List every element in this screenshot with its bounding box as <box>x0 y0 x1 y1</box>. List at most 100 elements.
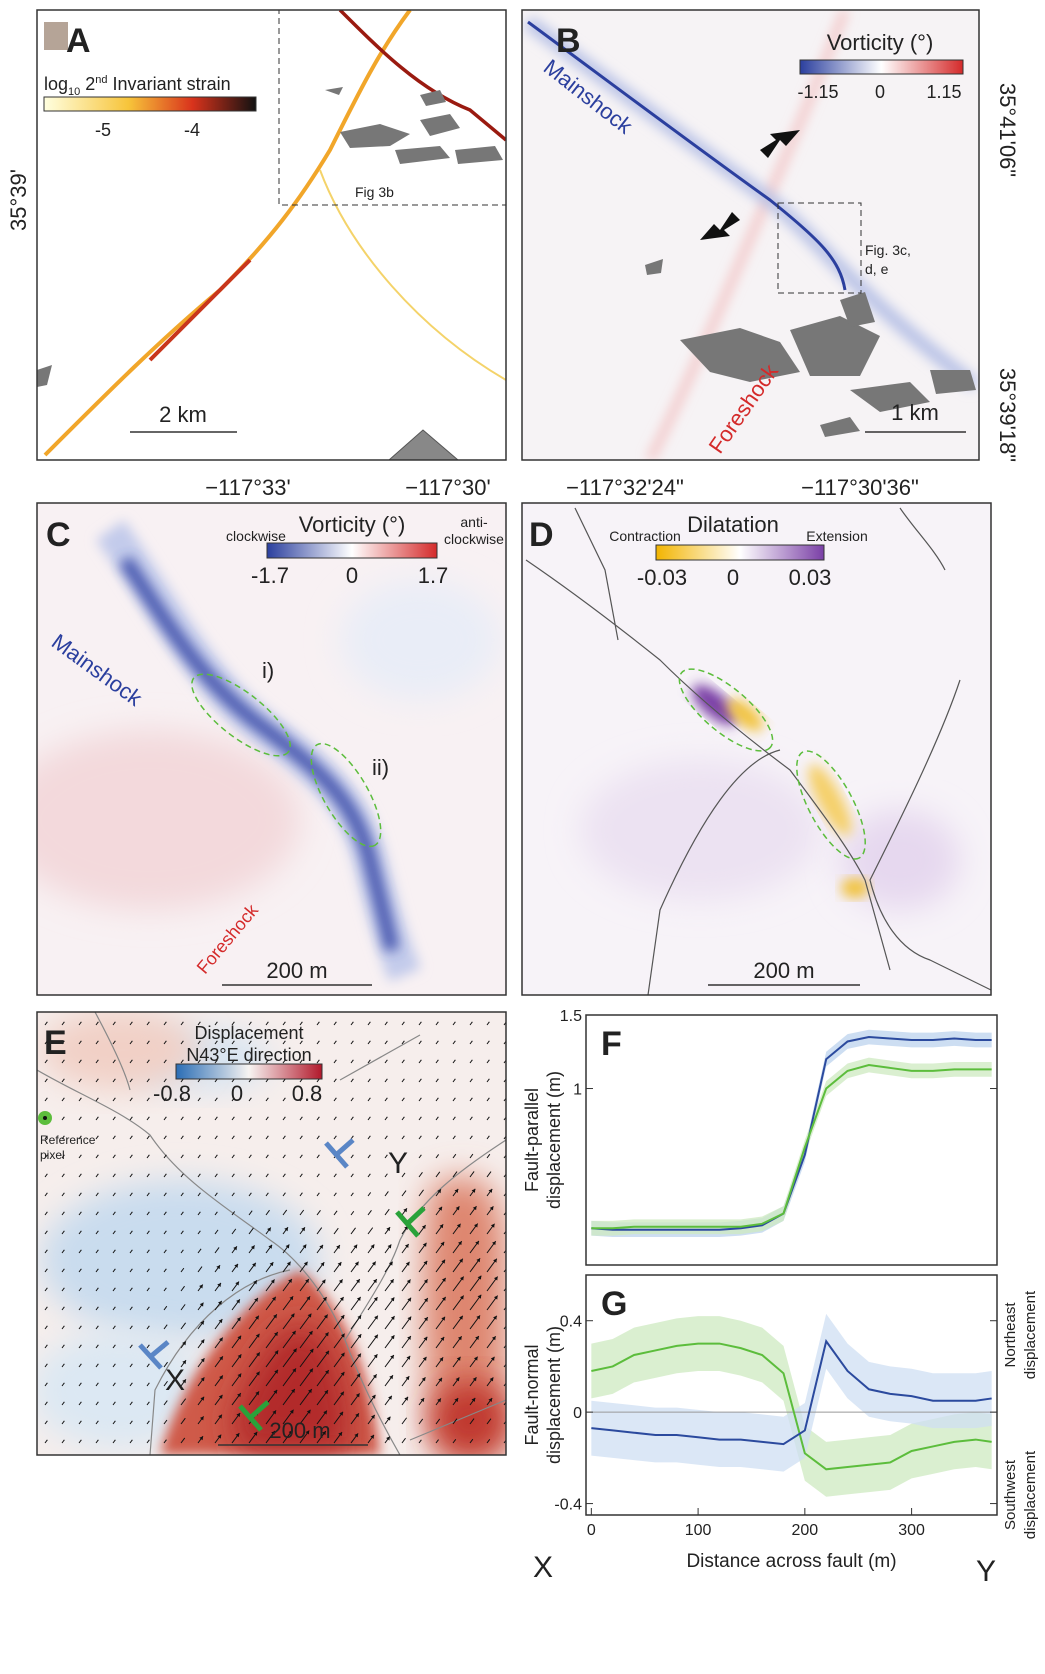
arrow-head <box>374 1334 378 1339</box>
displacement-arrow <box>384 1021 388 1026</box>
arrow-head <box>255 1333 260 1338</box>
profile-line <box>591 1342 992 1471</box>
arrow-head <box>475 1240 479 1245</box>
displacement-arrow <box>401 1437 406 1444</box>
displacement-arrow <box>112 1230 116 1235</box>
displacement-arrow <box>367 1135 371 1140</box>
displacement-arrow <box>469 1097 473 1102</box>
displacement-arrow <box>180 1211 184 1216</box>
displacement-arrow <box>248 1040 252 1045</box>
displacement-arrow <box>503 1230 506 1235</box>
arrow-head <box>305 1279 309 1284</box>
shading <box>37 730 300 910</box>
longitude-label: −117°30'36" <box>801 475 919 500</box>
displacement-arrow <box>146 1287 150 1292</box>
displacement-arrow <box>401 1021 405 1026</box>
displacement-arrow <box>163 1419 168 1425</box>
displacement-arrow <box>112 1154 116 1159</box>
masked-area <box>388 429 459 460</box>
arrow-head <box>319 1244 323 1249</box>
displacement-arrow <box>163 1249 167 1254</box>
displacement-arrow <box>367 1059 371 1064</box>
arrow-head <box>454 1398 459 1403</box>
arrow-head <box>507 1224 511 1228</box>
displacement-arrow <box>435 1135 439 1140</box>
arrow-head <box>488 1398 493 1403</box>
arrow-head <box>218 1394 223 1399</box>
shading <box>340 580 500 700</box>
arrow-head <box>441 1296 446 1301</box>
displacement-arrow <box>197 1266 203 1273</box>
arrow-head <box>457 1336 462 1341</box>
displacement-arrow <box>197 1021 201 1026</box>
zone-ellipse <box>678 668 774 752</box>
arrow-head <box>372 1374 377 1379</box>
displacement-arrow <box>367 1210 372 1216</box>
arrow-head <box>439 1357 444 1362</box>
displacement-arrow <box>61 1363 65 1368</box>
displacement-arrow <box>248 1059 252 1064</box>
displacement-arrow <box>44 1401 48 1406</box>
arrow-head <box>307 1313 312 1318</box>
colorbar-tick-label: 1.15 <box>926 82 961 102</box>
colorbar-tick-label: -0.03 <box>637 565 687 590</box>
arrow-head <box>250 1245 255 1250</box>
displacement-arrow <box>401 1135 405 1140</box>
arrow-head <box>473 1356 478 1361</box>
displacement-arrow <box>418 1040 422 1045</box>
displacement-arrow <box>44 1249 48 1254</box>
displacement-arrow <box>163 1173 167 1178</box>
displacement-arrow <box>61 1078 65 1083</box>
displacement-arrow <box>418 1059 422 1064</box>
arrow-head <box>370 1434 374 1439</box>
colorbar <box>799 59 964 75</box>
displacement-arrow <box>469 1116 473 1121</box>
arrow-head <box>219 1375 223 1380</box>
displacement-arrow <box>503 1211 506 1216</box>
displacement-arrow <box>95 1401 99 1406</box>
displacement-arrow <box>435 1154 440 1159</box>
displacement-arrow <box>435 1059 439 1064</box>
displacement-arrow <box>180 1021 184 1026</box>
displacement-arrow <box>44 1173 48 1178</box>
displacement-arrow <box>163 1268 167 1273</box>
arrow-head <box>476 1315 481 1320</box>
displacement-arrow <box>248 1116 252 1121</box>
colorbar-tick-label: 0 <box>231 1081 243 1106</box>
colorbar-tick-label: -1.15 <box>797 82 838 102</box>
displacement-arrow <box>146 1344 150 1349</box>
arrow-head <box>323 1314 328 1319</box>
displacement-arrow <box>469 1059 473 1064</box>
displacement-arrow <box>282 1021 286 1026</box>
displacement-arrow <box>265 1116 269 1121</box>
panel-letter: F <box>601 1025 622 1063</box>
displacement-arrow <box>231 1097 235 1102</box>
displacement-arrow <box>214 1247 220 1254</box>
displacement-arrow <box>469 1153 474 1159</box>
arrow-head <box>421 1377 426 1382</box>
displacement-arrow <box>78 1382 82 1387</box>
arrow-head <box>253 1431 258 1436</box>
arrow-head <box>292 1348 297 1353</box>
displacement-arrow <box>486 1438 491 1444</box>
colorbar-title: Vorticity (°) <box>827 30 934 55</box>
displacement-arrow <box>469 1135 473 1140</box>
displacement-arrow <box>180 1192 184 1197</box>
displacement-arrow <box>418 1418 424 1425</box>
colorbar-tick-label: 0 <box>346 563 358 588</box>
arrow-head <box>476 1258 481 1263</box>
arrow-head <box>458 1241 462 1246</box>
arrow-head <box>308 1389 312 1394</box>
displacement-arrow <box>435 1078 439 1083</box>
arrow-head <box>459 1258 463 1263</box>
displacement-arrow <box>282 1348 298 1368</box>
displacement-arrow <box>265 1021 269 1026</box>
displacement-arrow <box>44 1306 48 1311</box>
profile-markers <box>138 1138 426 1432</box>
displacement-arrow <box>316 1040 320 1045</box>
arrow-head <box>475 1336 479 1341</box>
arrow-head <box>353 1244 358 1249</box>
arrow-head <box>355 1413 359 1418</box>
arrow-head <box>404 1396 409 1401</box>
y-axis-label: Fault-parallel <box>522 1088 542 1192</box>
